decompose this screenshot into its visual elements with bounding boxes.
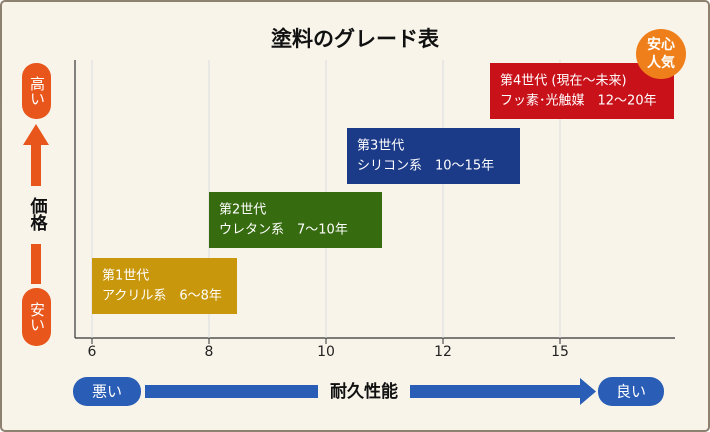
grade-box: [490, 63, 674, 119]
title: 塗料のグレード表: [271, 27, 440, 51]
grade-desc: シリコン系 10〜15年: [357, 159, 494, 174]
arrow-head: [580, 378, 596, 405]
x-tick-label: 6: [88, 344, 97, 360]
high-durability-pill: [598, 377, 664, 406]
high-label: 高い: [28, 76, 46, 106]
grade-name: 第2世代: [219, 203, 266, 218]
grade-name: 第3世代: [357, 139, 404, 154]
badge-text: 安心: [647, 36, 675, 53]
y-axis-label: 価格: [27, 196, 49, 232]
grade-box: [209, 192, 382, 248]
grade-desc: フッ素･光触媒 12〜20年: [500, 94, 657, 109]
low-durability-pill: [73, 377, 141, 406]
x-tick-label: 15: [551, 344, 569, 360]
grade-box: [347, 128, 520, 184]
x-tick-label: 12: [434, 344, 452, 360]
high-durability-label: 良い: [616, 383, 646, 401]
high-pill: [22, 63, 51, 119]
grade-desc: アクリル系 6〜8年: [102, 289, 222, 304]
badge: [636, 29, 686, 79]
grade-box: [92, 258, 237, 314]
low-pill: [22, 288, 51, 346]
low-durability-label: 悪い: [92, 383, 122, 401]
up-arrow-shaft: [31, 144, 41, 186]
price-bar: [31, 244, 41, 284]
grade-name: 第4世代 (現在〜未来): [500, 74, 627, 89]
x-tick-label: 8: [205, 344, 214, 360]
low-label: 安い: [28, 302, 46, 332]
label-bg: [318, 380, 410, 404]
up-arrow-head: [23, 124, 49, 145]
x-tick-label: 10: [317, 344, 335, 360]
badge-text: 人気: [647, 54, 675, 71]
grade-desc: ウレタン系 7〜10年: [219, 223, 348, 238]
x-axis-label: 耐久性能: [330, 381, 398, 402]
grade-name: 第1世代: [102, 269, 149, 284]
